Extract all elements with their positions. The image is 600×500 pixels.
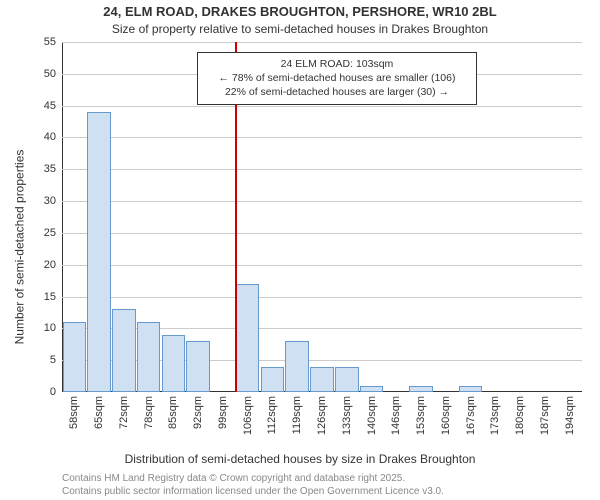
x-tick-label: 58sqm (68, 396, 80, 429)
gridline (62, 106, 582, 107)
x-tick-label: 92sqm (192, 396, 204, 429)
x-tick-label: 146sqm (390, 396, 402, 435)
annotation-line: 24 ELM ROAD: 103sqm (206, 57, 468, 71)
chart-title: 24, ELM ROAD, DRAKES BROUGHTON, PERSHORE… (0, 4, 600, 19)
y-tick-label: 55 (44, 36, 62, 48)
x-tick-label: 65sqm (93, 396, 105, 429)
chart-container: 24, ELM ROAD, DRAKES BROUGHTON, PERSHORE… (0, 0, 600, 500)
y-tick-label: 20 (44, 259, 62, 271)
histogram-bar (285, 341, 309, 392)
x-tick-label: 85sqm (167, 396, 179, 429)
histogram-bar (360, 386, 384, 392)
gridline (62, 265, 582, 266)
x-tick-label: 133sqm (341, 396, 353, 435)
x-tick-label: 112sqm (266, 396, 278, 434)
footnote-line-2: Contains public sector information licen… (62, 486, 444, 499)
y-tick-label: 5 (50, 354, 62, 366)
annotation-line: 22% of semi-detached houses are larger (… (206, 85, 468, 99)
histogram-bar (310, 367, 334, 392)
chart-subtitle: Size of property relative to semi-detach… (0, 22, 600, 36)
y-tick-label: 10 (44, 322, 62, 334)
y-tick-label: 30 (44, 195, 62, 207)
histogram-bar (335, 367, 359, 392)
x-tick-label: 119sqm (291, 396, 303, 434)
histogram-bar (261, 367, 285, 392)
x-tick-label: 126sqm (316, 396, 328, 435)
histogram-bar (236, 284, 260, 392)
gridline (62, 233, 582, 234)
y-tick-label: 15 (44, 291, 62, 303)
x-tick-label: 173sqm (489, 396, 501, 435)
gridline (62, 137, 582, 138)
annotation-box: 24 ELM ROAD: 103sqm← 78% of semi-detache… (197, 52, 477, 105)
x-tick-label: 194sqm (564, 396, 576, 435)
y-axis-label: Number of semi-detached properties (12, 150, 26, 345)
x-tick-label: 153sqm (415, 396, 427, 435)
y-tick-label: 0 (50, 386, 62, 398)
annotation-line: ← 78% of semi-detached houses are smalle… (206, 71, 468, 85)
x-axis-label: Distribution of semi-detached houses by … (0, 452, 600, 466)
x-tick-label: 72sqm (118, 396, 130, 429)
gridline (62, 201, 582, 202)
histogram-bar (63, 322, 87, 392)
y-tick-label: 45 (44, 100, 62, 112)
histogram-bar (162, 335, 186, 392)
x-tick-label: 167sqm (465, 396, 477, 435)
histogram-bar (87, 112, 111, 392)
x-tick-label: 99sqm (217, 396, 229, 429)
footnote-line-1: Contains HM Land Registry data © Crown c… (62, 473, 444, 486)
y-tick-label: 40 (44, 131, 62, 143)
x-tick-label: 140sqm (366, 396, 378, 435)
x-tick-label: 78sqm (143, 396, 155, 429)
histogram-bar (186, 341, 210, 392)
y-tick-label: 35 (44, 163, 62, 175)
y-tick-label: 50 (44, 68, 62, 80)
x-tick-label: 180sqm (514, 396, 526, 435)
histogram-bar (112, 309, 136, 392)
histogram-bar (409, 386, 433, 392)
gridline (62, 42, 582, 43)
gridline (62, 297, 582, 298)
gridline (62, 169, 582, 170)
x-tick-label: 106sqm (242, 396, 254, 435)
plot-area: 051015202530354045505558sqm65sqm72sqm78s… (62, 42, 582, 392)
histogram-bar (459, 386, 483, 392)
x-tick-label: 160sqm (440, 396, 452, 435)
y-tick-label: 25 (44, 227, 62, 239)
footnote: Contains HM Land Registry data © Crown c… (62, 473, 444, 498)
x-tick-label: 187sqm (539, 396, 551, 435)
histogram-bar (137, 322, 161, 392)
